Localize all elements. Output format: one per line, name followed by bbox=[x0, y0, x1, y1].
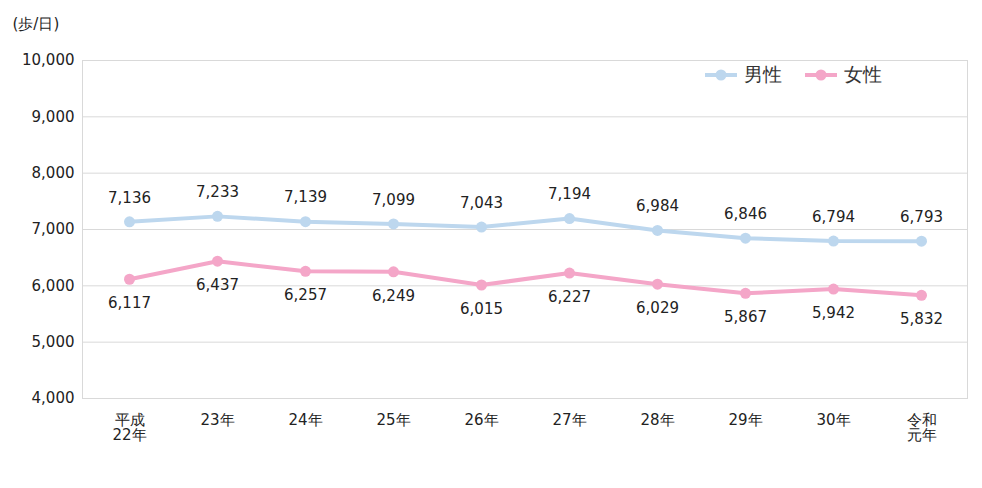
svg-text:6,249: 6,249 bbox=[372, 287, 415, 305]
svg-text:5,867: 5,867 bbox=[724, 308, 767, 326]
svg-text:23年: 23年 bbox=[200, 411, 234, 429]
svg-text:28年: 28年 bbox=[640, 411, 674, 429]
svg-text:4,000: 4,000 bbox=[32, 389, 75, 407]
svg-text:5,832: 5,832 bbox=[900, 310, 943, 328]
svg-text:7,233: 7,233 bbox=[196, 183, 239, 201]
svg-text:5,942: 5,942 bbox=[812, 304, 855, 322]
svg-text:26年: 26年 bbox=[464, 411, 498, 429]
svg-text:6,257: 6,257 bbox=[284, 286, 327, 304]
svg-text:5,000: 5,000 bbox=[32, 333, 75, 351]
svg-text:25年: 25年 bbox=[376, 411, 410, 429]
svg-text:7,194: 7,194 bbox=[548, 185, 591, 203]
svg-text:6,437: 6,437 bbox=[196, 276, 239, 294]
svg-text:10,000: 10,000 bbox=[22, 51, 75, 69]
svg-text:7,043: 7,043 bbox=[460, 194, 503, 212]
svg-text:29年: 29年 bbox=[728, 411, 762, 429]
svg-text:6,117: 6,117 bbox=[108, 294, 151, 312]
html-text:男性: 男性 bbox=[744, 63, 782, 85]
svg-text:24年: 24年 bbox=[288, 411, 322, 429]
svg-text:27年: 27年 bbox=[552, 411, 586, 429]
svg-text:7,000: 7,000 bbox=[32, 220, 75, 238]
svg-text:7,099: 7,099 bbox=[372, 191, 415, 209]
svg-text:30年: 30年 bbox=[816, 411, 850, 429]
svg-text:7,139: 7,139 bbox=[284, 188, 327, 206]
svg-text:6,794: 6,794 bbox=[812, 208, 855, 226]
svg-text:6,846: 6,846 bbox=[724, 205, 767, 223]
svg-text:6,029: 6,029 bbox=[636, 299, 679, 317]
svg-text:7,136: 7,136 bbox=[108, 189, 151, 207]
svg-text:平成22年: 平成22年 bbox=[112, 411, 146, 444]
svg-text:令和元年: 令和元年 bbox=[907, 411, 937, 444]
svg-text:6,984: 6,984 bbox=[636, 197, 679, 215]
html-text:女性: 女性 bbox=[844, 63, 882, 85]
svg-text:8,000: 8,000 bbox=[32, 164, 75, 182]
svg-text:6,000: 6,000 bbox=[32, 277, 75, 295]
svg-text:6,227: 6,227 bbox=[548, 288, 591, 306]
svg-text:6,793: 6,793 bbox=[900, 208, 943, 226]
svg-text:9,000: 9,000 bbox=[32, 108, 75, 126]
svg-text:(歩/日): (歩/日) bbox=[13, 15, 60, 33]
svg-text:6,015: 6,015 bbox=[460, 300, 503, 318]
